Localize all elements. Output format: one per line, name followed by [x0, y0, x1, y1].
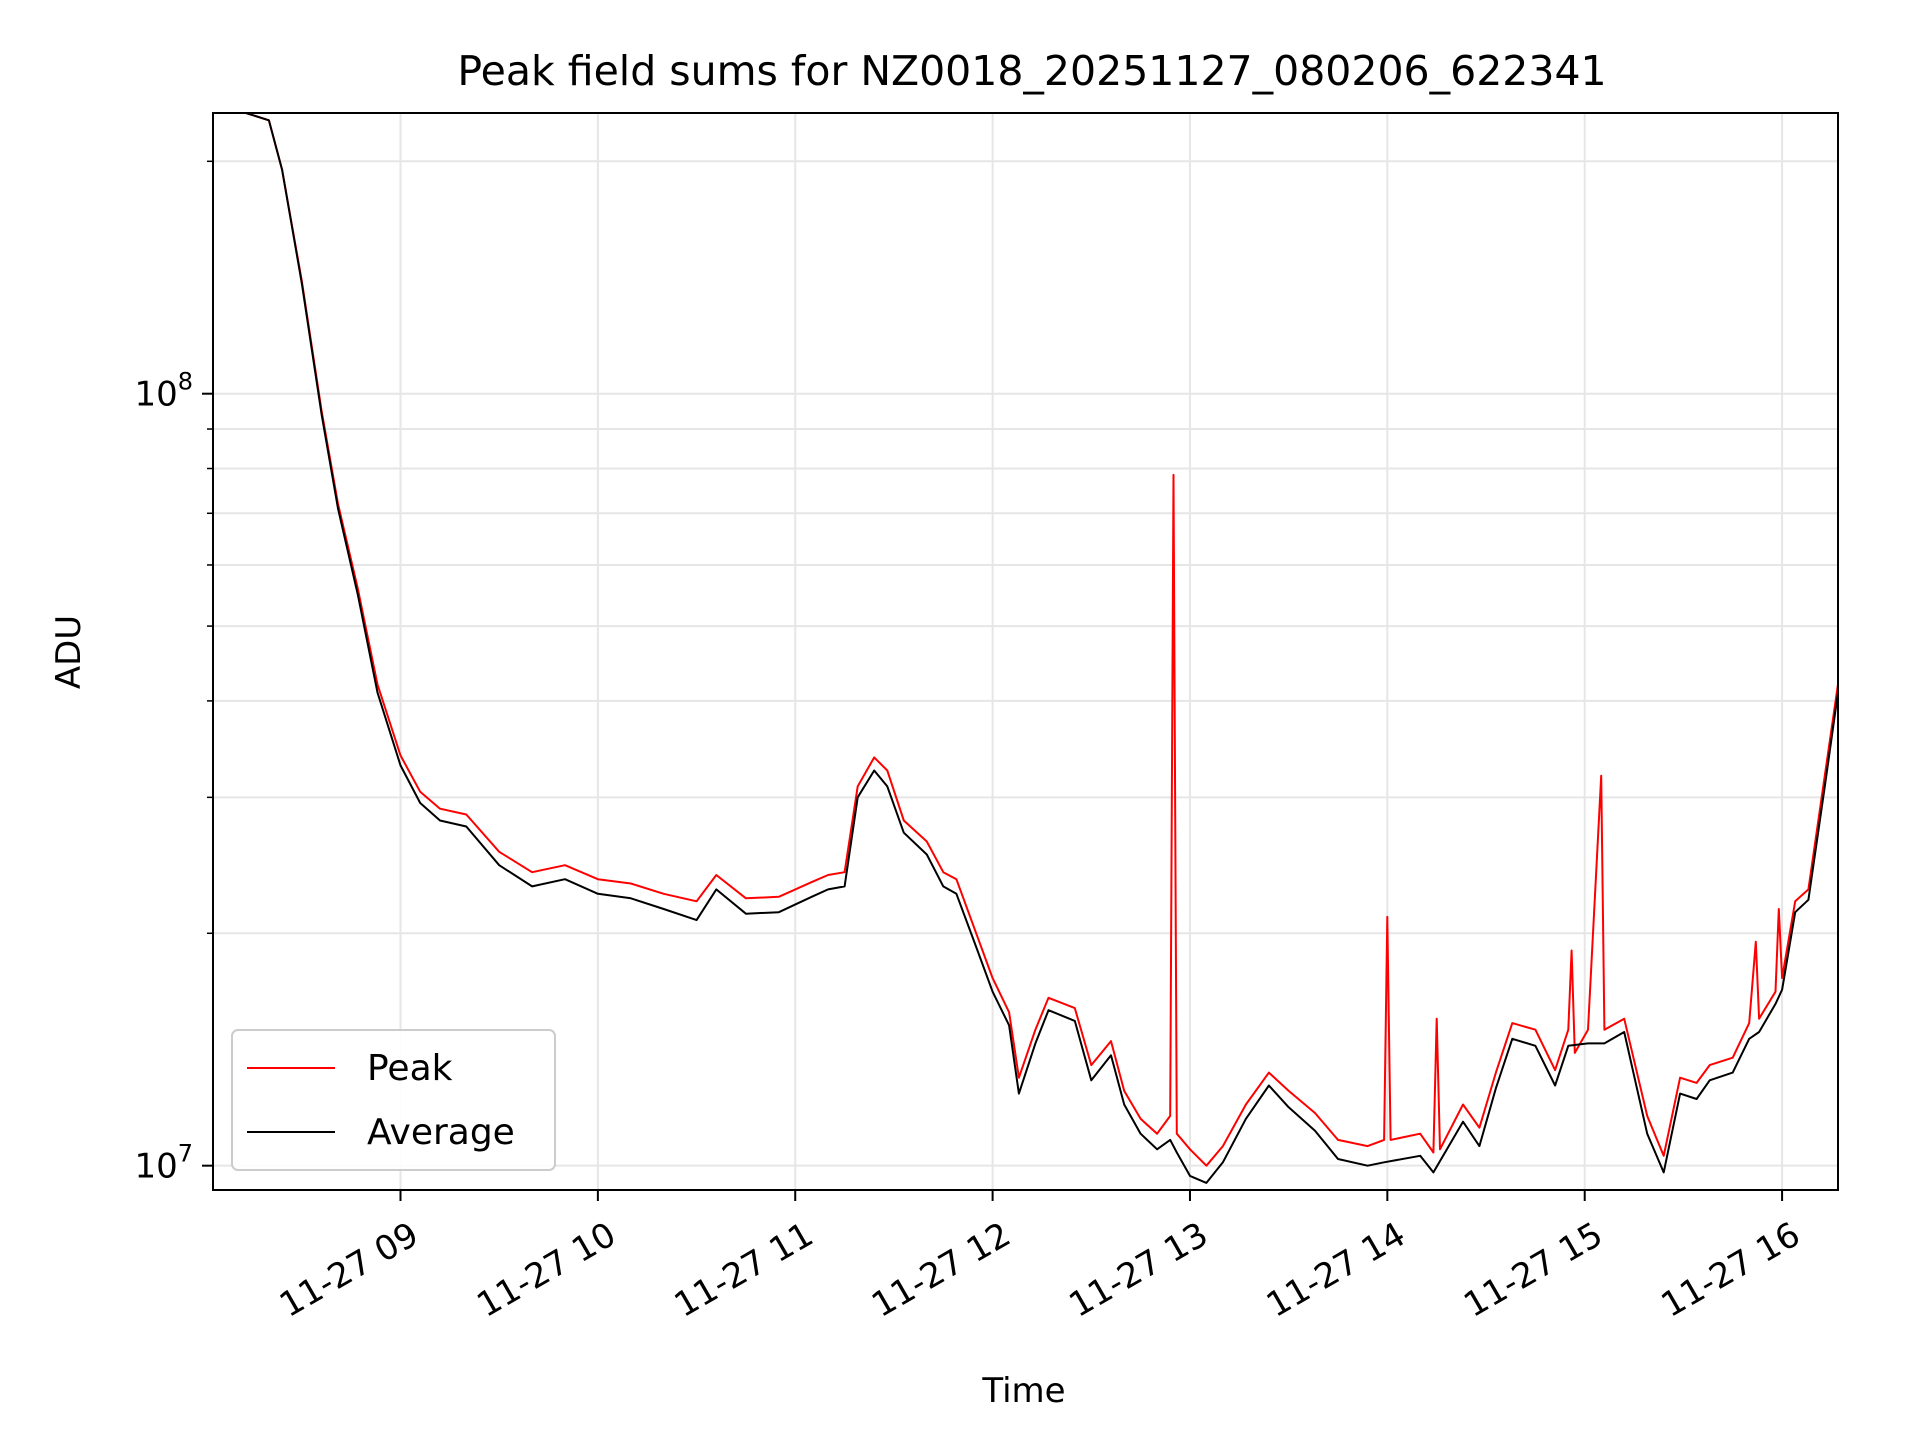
legend: Peak Average	[231, 1029, 556, 1171]
y-axis-label: ADU	[49, 615, 89, 689]
series-area	[245, 113, 1838, 1184]
grid-lines	[213, 113, 1838, 1190]
y-axis-ticks: 107 108	[134, 160, 213, 1187]
chart-title: Peak field sums for NZ0018_20251127_0802…	[457, 47, 1606, 95]
legend-label-peak: Peak	[367, 1048, 453, 1089]
y-tick-label: 108	[134, 368, 193, 415]
legend-box	[231, 1029, 556, 1171]
y-tick-label: 107	[134, 1140, 193, 1187]
series-line-peak	[245, 113, 1838, 1167]
plot-frame	[212, 112, 1839, 1191]
series-line-average	[245, 113, 1838, 1184]
x-axis-label: Time	[981, 1371, 1065, 1411]
legend-label-average: Average	[367, 1112, 515, 1153]
